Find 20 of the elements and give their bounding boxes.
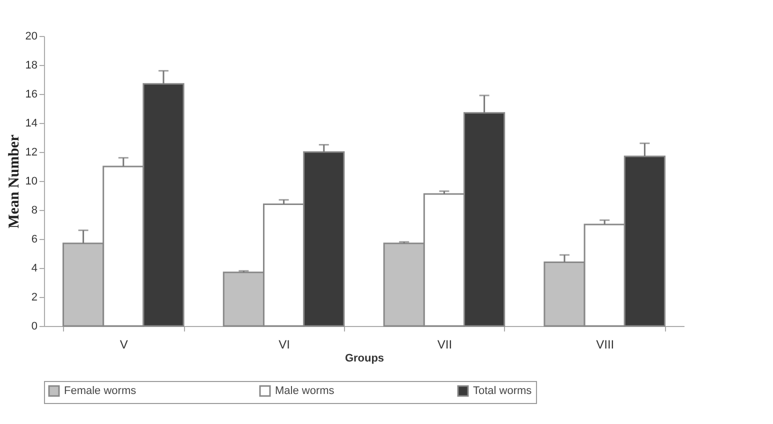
y-tick-label: 6 xyxy=(31,234,38,246)
y-tick-label: 12 xyxy=(25,146,38,158)
y-tick-label: 16 xyxy=(25,88,38,100)
x-tick-label: V xyxy=(120,338,128,352)
legend-label: Total worms xyxy=(473,385,532,397)
y-tick-label: 0 xyxy=(31,320,38,332)
legend-label: Female worms xyxy=(64,385,137,397)
y-tick-label: 18 xyxy=(25,60,38,72)
y-tick-label: 4 xyxy=(31,262,38,274)
y-tick-label: 20 xyxy=(25,30,38,42)
x-axis-title: Groups xyxy=(344,352,384,364)
y-tick-label: 10 xyxy=(25,176,38,188)
y-tick-label: 14 xyxy=(25,118,38,130)
x-tick-label: VII xyxy=(437,338,452,352)
x-tick-label: VI xyxy=(278,338,290,352)
y-tick-label: 8 xyxy=(31,204,38,216)
x-tick-label: VIII xyxy=(596,338,614,352)
y-tick-label: 2 xyxy=(31,292,38,304)
y-axis-title: Mean Number xyxy=(6,134,22,228)
legend-label: Male worms xyxy=(275,385,335,397)
